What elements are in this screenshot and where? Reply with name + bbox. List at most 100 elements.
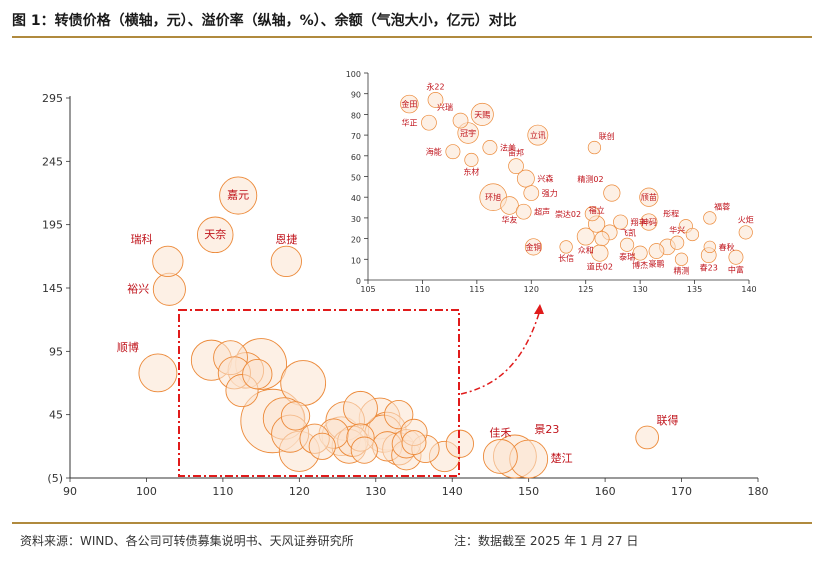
main-ytick-label: 145 xyxy=(42,282,63,295)
inset-point-label: 东材 xyxy=(463,167,479,177)
main-bubble xyxy=(635,425,659,450)
inset-bubble xyxy=(508,158,524,174)
inset-bubble xyxy=(523,185,540,201)
inset-bubble xyxy=(527,124,549,146)
inset-ytick-label: 20 xyxy=(351,236,361,245)
main-xtick-label: 90 xyxy=(63,485,77,498)
inset-point-label: 海能 xyxy=(426,147,442,157)
inset-point-label: 众和 xyxy=(578,246,594,255)
inset-point-label: 华友 xyxy=(502,214,518,224)
inset-bubble xyxy=(482,140,498,155)
main-xtick-label: 130 xyxy=(365,485,386,498)
inset-ytick-label: 70 xyxy=(351,132,361,141)
inset-point-label: 兴森 xyxy=(537,174,553,184)
inset-point-label: 春23 xyxy=(700,263,718,273)
main-xtick-label: 100 xyxy=(136,485,157,498)
page-title: 图 1：转债价格（横轴，元）、溢价率（纵轴，%）、余额（气泡大小，亿元）对比 xyxy=(12,13,517,29)
inset-point-label: 联创 xyxy=(599,131,615,141)
inset-point-label: 环旭 xyxy=(485,192,501,202)
main-bubble xyxy=(152,272,186,306)
inset-bubble xyxy=(445,144,461,160)
inset-bubble xyxy=(576,227,595,246)
inset-xtick-label: 110 xyxy=(415,285,430,294)
inset-bubble xyxy=(703,240,716,254)
main-point-label: 裕兴 xyxy=(127,282,149,295)
highlight-box xyxy=(178,309,460,477)
main-xtick-label: 150 xyxy=(518,485,539,498)
main-ytick-label: 295 xyxy=(42,92,63,105)
inset-xtick-label: 130 xyxy=(633,285,648,294)
main-ytick-label: 245 xyxy=(42,155,63,168)
data-date-note: 注：数据截至 2025 年 1 月 27 日 xyxy=(454,534,639,548)
inset-xtick-label: 105 xyxy=(360,285,375,294)
inset-xtick-label: 140 xyxy=(741,285,756,294)
inset-bubble-chart: 0 10 20 30 40 50 60 70 80 90 100 105 110 115 120 125 13… xyxy=(346,66,760,296)
main-bubble xyxy=(350,436,378,464)
inset-background xyxy=(355,66,760,296)
inset-ytick-label: 40 xyxy=(351,194,361,203)
main-bubble xyxy=(242,358,273,390)
inset-bubble xyxy=(632,245,648,261)
inset-point-label: 精测 xyxy=(674,266,690,276)
main-point-label: 景23 xyxy=(534,423,559,436)
main-point-label: 联得 xyxy=(657,414,679,427)
inset-point-label: 强力 xyxy=(542,188,558,198)
inset-point-label: 华兴 xyxy=(669,225,685,235)
inset-ytick-label: 90 xyxy=(351,91,361,100)
inset-xtick-label: 125 xyxy=(578,285,593,294)
inset-point-label: 冠宇 xyxy=(460,128,476,138)
main-bubble xyxy=(343,390,378,426)
inset-point-label: 福立 xyxy=(589,205,605,215)
inset-point-label: 火炬 xyxy=(738,215,754,225)
inset-bubble xyxy=(559,240,573,254)
inset-bubble xyxy=(670,235,685,250)
inset-point-label: 立讯 xyxy=(530,130,546,140)
source-note: 资料来源：WIND、各公司可转债募集说明书、天风证券研究所 xyxy=(20,534,354,548)
inset-ytick-label: 10 xyxy=(351,256,361,265)
main-point-label: 瑞科 xyxy=(131,232,153,246)
inset-bubble xyxy=(524,238,543,256)
callout-arrow xyxy=(460,309,541,395)
inset-bubble xyxy=(728,249,744,265)
inset-point-label: 精测02 xyxy=(577,174,603,184)
inset-bubble xyxy=(674,252,689,266)
inset-point-label: 博杰 xyxy=(632,260,648,270)
inset-point-label: 金铜 xyxy=(525,242,541,252)
main-bubble xyxy=(308,432,336,460)
inset-point-label: 颀苗 xyxy=(641,192,657,202)
inset-point-label: 福蓉 xyxy=(714,202,730,212)
inset-point-label: 长信 xyxy=(558,253,574,263)
inset-bubble xyxy=(427,92,444,108)
inset-point-label: 彤程 xyxy=(663,209,679,218)
inset-bubble xyxy=(603,184,621,202)
inset-bubble xyxy=(516,169,535,188)
main-xtick-label: 120 xyxy=(289,485,310,498)
inset-bubble xyxy=(594,231,610,247)
inset-point-label: 金田 xyxy=(401,99,417,109)
inset-point-label: 天赐 xyxy=(474,110,490,119)
inset-point-label: 豪鹏 xyxy=(648,259,664,269)
inset-point-label: 春秋 xyxy=(719,242,735,252)
inset-point-label: 永22 xyxy=(426,81,444,91)
inset-point-label: 兴瑞 xyxy=(437,102,453,112)
main-ytick-label: 95 xyxy=(49,345,63,358)
title-divider xyxy=(12,36,812,38)
main-ytick-label: (5) xyxy=(47,472,63,485)
inset-bubble xyxy=(470,102,494,126)
inset-point-label: 中富 xyxy=(728,264,744,274)
inset-ytick-label: 100 xyxy=(346,70,361,79)
inset-ytick-label: 0 xyxy=(356,277,361,286)
inset-point-label: 道氏02 xyxy=(587,261,613,271)
main-bubble xyxy=(270,245,302,278)
inset-bubble xyxy=(421,114,437,131)
main-bubble xyxy=(196,216,234,254)
main-xtick-label: 170 xyxy=(671,485,692,498)
inset-point-label: 神码 xyxy=(641,217,657,227)
inset-bubble xyxy=(640,213,658,231)
main-xtick-label: 180 xyxy=(748,485,769,498)
inset-bubble xyxy=(452,112,469,129)
inset-ytick-label: 50 xyxy=(351,174,361,183)
main-bubble xyxy=(138,353,178,393)
